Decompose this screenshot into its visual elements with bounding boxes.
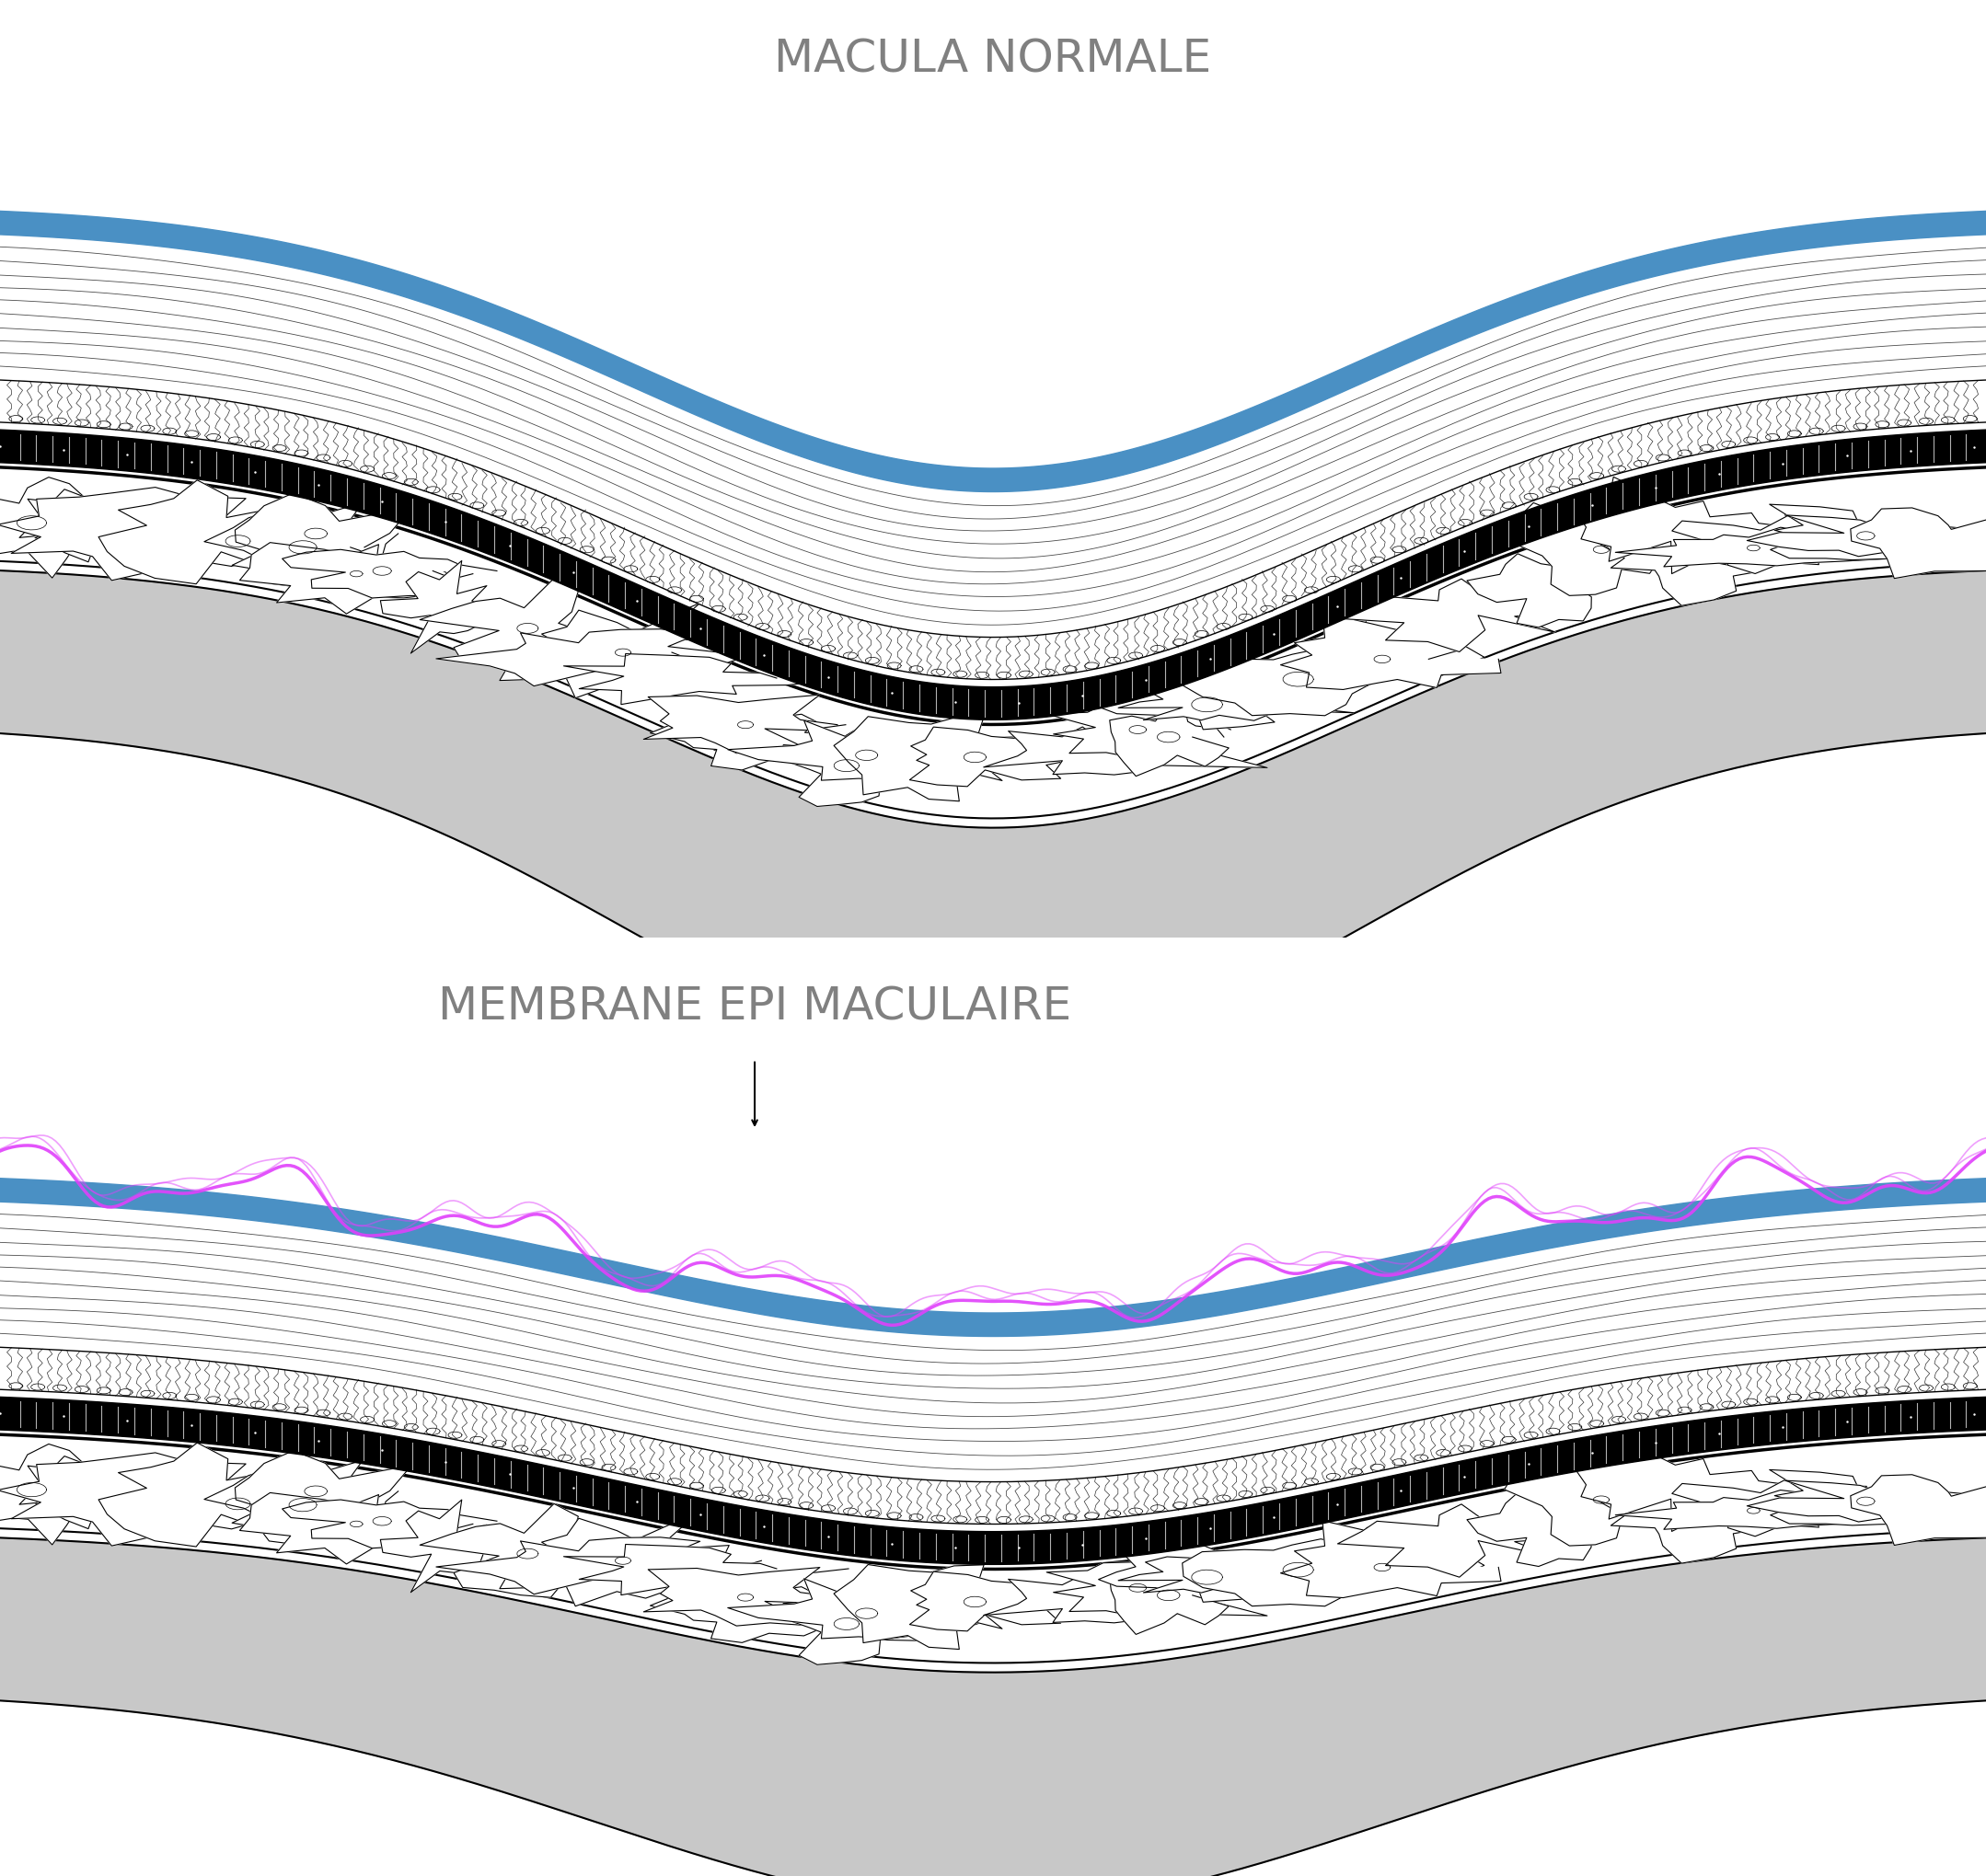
Polygon shape	[36, 499, 222, 559]
Polygon shape	[1182, 649, 1388, 717]
Polygon shape	[1047, 705, 1231, 762]
Polygon shape	[282, 550, 496, 598]
Polygon shape	[834, 717, 1039, 801]
Polygon shape	[1098, 670, 1354, 730]
Polygon shape	[0, 1445, 95, 1546]
Polygon shape	[1339, 578, 1585, 653]
Polygon shape	[139, 514, 334, 567]
Polygon shape	[649, 1587, 864, 1643]
Polygon shape	[381, 561, 496, 655]
Polygon shape	[240, 1493, 473, 1565]
Polygon shape	[240, 544, 473, 615]
Polygon shape	[1575, 1435, 1835, 1531]
Text: MEMBRANE EPI MACULAIRE: MEMBRANE EPI MACULAIRE	[439, 985, 1070, 1030]
Polygon shape	[282, 1501, 496, 1548]
Polygon shape	[381, 1501, 496, 1593]
Polygon shape	[1468, 553, 1605, 628]
Polygon shape	[1110, 1563, 1229, 1634]
Polygon shape	[0, 1452, 246, 1546]
Polygon shape	[643, 696, 846, 754]
Polygon shape	[232, 1450, 411, 1544]
Polygon shape	[983, 728, 1267, 775]
Polygon shape	[649, 715, 864, 771]
Polygon shape	[20, 490, 149, 563]
Polygon shape	[727, 1580, 979, 1638]
Polygon shape	[205, 503, 399, 587]
Polygon shape	[910, 728, 1086, 788]
Polygon shape	[36, 1463, 222, 1523]
Polygon shape	[1748, 1480, 1962, 1521]
Polygon shape	[1325, 619, 1484, 673]
Polygon shape	[983, 1576, 1267, 1623]
Polygon shape	[232, 493, 411, 587]
Polygon shape	[1615, 1490, 1905, 1529]
Polygon shape	[1595, 533, 1793, 606]
Polygon shape	[1110, 705, 1229, 777]
Polygon shape	[0, 488, 246, 582]
Polygon shape	[1851, 508, 1986, 580]
Polygon shape	[910, 1572, 1086, 1632]
Polygon shape	[1182, 1538, 1388, 1606]
Polygon shape	[1118, 683, 1323, 720]
Polygon shape	[1595, 1491, 1793, 1563]
Polygon shape	[564, 655, 848, 705]
Polygon shape	[1468, 1493, 1605, 1566]
Polygon shape	[1325, 1527, 1484, 1581]
Polygon shape	[1339, 1503, 1585, 1578]
Polygon shape	[1503, 503, 1690, 597]
Polygon shape	[1575, 478, 1835, 574]
Polygon shape	[419, 580, 596, 673]
Polygon shape	[1770, 1471, 1952, 1525]
Polygon shape	[1503, 1454, 1690, 1546]
Polygon shape	[500, 604, 761, 698]
Polygon shape	[437, 630, 719, 687]
Polygon shape	[1851, 1475, 1986, 1546]
Polygon shape	[1047, 1563, 1231, 1619]
Polygon shape	[419, 1505, 596, 1598]
Polygon shape	[1748, 516, 1962, 557]
Polygon shape	[1668, 1473, 1895, 1536]
Polygon shape	[727, 720, 979, 780]
Polygon shape	[20, 1456, 149, 1529]
Polygon shape	[139, 1476, 334, 1529]
Polygon shape	[437, 1538, 719, 1595]
Polygon shape	[1770, 505, 1952, 561]
Polygon shape	[99, 480, 318, 585]
Polygon shape	[1615, 527, 1905, 567]
Polygon shape	[99, 1443, 318, 1548]
Polygon shape	[779, 726, 935, 807]
Polygon shape	[834, 1565, 1039, 1649]
Polygon shape	[1281, 1521, 1501, 1598]
Polygon shape	[1668, 510, 1895, 574]
Polygon shape	[1118, 1555, 1323, 1593]
Polygon shape	[564, 1544, 848, 1595]
Text: MACULA NORMALE: MACULA NORMALE	[775, 38, 1211, 83]
Polygon shape	[500, 1510, 761, 1606]
Polygon shape	[779, 1583, 935, 1664]
Polygon shape	[1281, 613, 1501, 690]
Polygon shape	[205, 1460, 399, 1544]
Polygon shape	[0, 478, 95, 578]
Polygon shape	[1098, 1542, 1354, 1602]
Polygon shape	[643, 1568, 846, 1626]
